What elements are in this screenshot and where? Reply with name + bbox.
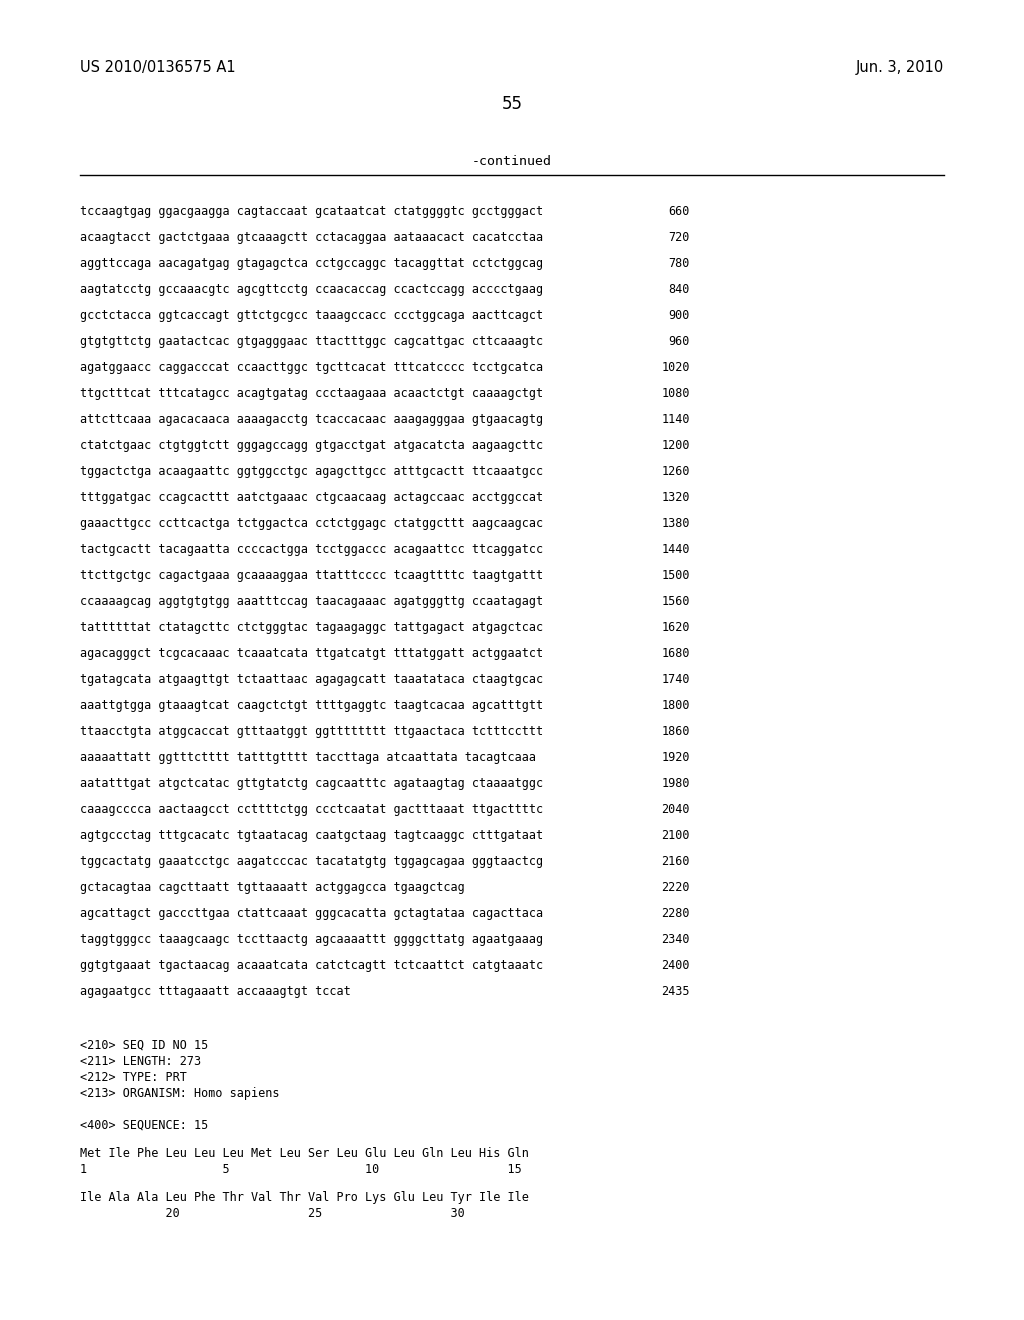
Text: aggttccaga aacagatgag gtagagctca cctgccaggc tacaggttat cctctggcag: aggttccaga aacagatgag gtagagctca cctgcca…: [80, 257, 543, 271]
Text: 1800: 1800: [662, 700, 690, 711]
Text: 900: 900: [669, 309, 690, 322]
Text: ttgctttcat tttcatagcc acagtgatag ccctaagaaa acaactctgt caaaagctgt: ttgctttcat tttcatagcc acagtgatag ccctaag…: [80, 387, 543, 400]
Text: 780: 780: [669, 257, 690, 271]
Text: tgatagcata atgaagttgt tctaattaac agagagcatt taaatataca ctaagtgcac: tgatagcata atgaagttgt tctaattaac agagagc…: [80, 673, 543, 686]
Text: aagtatcctg gccaaacgtc agcgttcctg ccaacaccag ccactccagg acccctgaag: aagtatcctg gccaaacgtc agcgttcctg ccaacac…: [80, 282, 543, 296]
Text: 1                   5                   10                  15: 1 5 10 15: [80, 1163, 522, 1176]
Text: aatatttgat atgctcatac gttgtatctg cagcaatttc agataagtag ctaaaatggc: aatatttgat atgctcatac gttgtatctg cagcaat…: [80, 777, 543, 789]
Text: 720: 720: [669, 231, 690, 244]
Text: 660: 660: [669, 205, 690, 218]
Text: agacagggct tcgcacaaac tcaaatcata ttgatcatgt tttatggatt actggaatct: agacagggct tcgcacaaac tcaaatcata ttgatca…: [80, 647, 543, 660]
Text: attcttcaaa agacacaaca aaaagacctg tcaccacaac aaagagggaa gtgaacagtg: attcttcaaa agacacaaca aaaagacctg tcaccac…: [80, 413, 543, 426]
Text: <212> TYPE: PRT: <212> TYPE: PRT: [80, 1071, 186, 1084]
Text: 1260: 1260: [662, 465, 690, 478]
Text: agcattagct gacccttgaa ctattcaaat gggcacatta gctagtataa cagacttaca: agcattagct gacccttgaa ctattcaaat gggcaca…: [80, 907, 543, 920]
Text: 1200: 1200: [662, 440, 690, 451]
Text: ccaaaagcag aggtgtgtgg aaatttccag taacagaaac agatgggttg ccaatagagt: ccaaaagcag aggtgtgtgg aaatttccag taacaga…: [80, 595, 543, 609]
Text: agagaatgcc tttagaaatt accaaagtgt tccat: agagaatgcc tttagaaatt accaaagtgt tccat: [80, 985, 351, 998]
Text: 1320: 1320: [662, 491, 690, 504]
Text: Jun. 3, 2010: Jun. 3, 2010: [856, 59, 944, 75]
Text: agtgccctag tttgcacatc tgtaatacag caatgctaag tagtcaaggc ctttgataat: agtgccctag tttgcacatc tgtaatacag caatgct…: [80, 829, 543, 842]
Text: 1740: 1740: [662, 673, 690, 686]
Text: 1680: 1680: [662, 647, 690, 660]
Text: caaagcccca aactaagcct ccttttctgg ccctcaatat gactttaaat ttgacttttc: caaagcccca aactaagcct ccttttctgg ccctcaa…: [80, 803, 543, 816]
Text: gcctctacca ggtcaccagt gttctgcgcc taaagccacc ccctggcaga aacttcagct: gcctctacca ggtcaccagt gttctgcgcc taaagcc…: [80, 309, 543, 322]
Text: tggactctga acaagaattc ggtggcctgc agagcttgcc atttgcactt ttcaaatgcc: tggactctga acaagaattc ggtggcctgc agagctt…: [80, 465, 543, 478]
Text: tattttttat ctatagcttc ctctgggtac tagaagaggc tattgagact atgagctcac: tattttttat ctatagcttc ctctgggtac tagaaga…: [80, 620, 543, 634]
Text: Ile Ala Ala Leu Phe Thr Val Thr Val Pro Lys Glu Leu Tyr Ile Ile: Ile Ala Ala Leu Phe Thr Val Thr Val Pro …: [80, 1191, 528, 1204]
Text: 1140: 1140: [662, 413, 690, 426]
Text: taggtgggcc taaagcaagc tccttaactg agcaaaattt ggggcttatg agaatgaaag: taggtgggcc taaagcaagc tccttaactg agcaaaa…: [80, 933, 543, 946]
Text: 1440: 1440: [662, 543, 690, 556]
Text: ctatctgaac ctgtggtctt gggagccagg gtgacctgat atgacatcta aagaagcttc: ctatctgaac ctgtggtctt gggagccagg gtgacct…: [80, 440, 543, 451]
Text: ttaacctgta atggcaccat gtttaatggt ggtttttttt ttgaactaca tctttccttt: ttaacctgta atggcaccat gtttaatggt ggttttt…: [80, 725, 543, 738]
Text: 2280: 2280: [662, 907, 690, 920]
Text: 1080: 1080: [662, 387, 690, 400]
Text: gctacagtaa cagcttaatt tgttaaaatt actggagcca tgaagctcag: gctacagtaa cagcttaatt tgttaaaatt actggag…: [80, 880, 465, 894]
Text: acaagtacct gactctgaaa gtcaaagctt cctacaggaa aataaacact cacatcctaa: acaagtacct gactctgaaa gtcaaagctt cctacag…: [80, 231, 543, 244]
Text: 2160: 2160: [662, 855, 690, 869]
Text: Met Ile Phe Leu Leu Leu Met Leu Ser Leu Glu Leu Gln Leu His Gln: Met Ile Phe Leu Leu Leu Met Leu Ser Leu …: [80, 1147, 528, 1160]
Text: aaaaattatt ggtttctttt tatttgtttt taccttaga atcaattata tacagtcaaa: aaaaattatt ggtttctttt tatttgtttt tacctta…: [80, 751, 536, 764]
Text: gaaacttgcc ccttcactga tctggactca cctctggagc ctatggcttt aagcaagcac: gaaacttgcc ccttcactga tctggactca cctctgg…: [80, 517, 543, 531]
Text: 1620: 1620: [662, 620, 690, 634]
Text: 20                  25                  30: 20 25 30: [80, 1206, 465, 1220]
Text: aaattgtgga gtaaagtcat caagctctgt ttttgaggtc taagtcacaa agcatttgtt: aaattgtgga gtaaagtcat caagctctgt ttttgag…: [80, 700, 543, 711]
Text: 55: 55: [502, 95, 522, 114]
Text: 2040: 2040: [662, 803, 690, 816]
Text: tccaagtgag ggacgaagga cagtaccaat gcataatcat ctatggggtc gcctgggact: tccaagtgag ggacgaagga cagtaccaat gcataat…: [80, 205, 543, 218]
Text: 2340: 2340: [662, 933, 690, 946]
Text: tactgcactt tacagaatta ccccactgga tcctggaccc acagaattcc ttcaggatcc: tactgcactt tacagaatta ccccactgga tcctgga…: [80, 543, 543, 556]
Text: 1860: 1860: [662, 725, 690, 738]
Text: 1500: 1500: [662, 569, 690, 582]
Text: 2220: 2220: [662, 880, 690, 894]
Text: 1020: 1020: [662, 360, 690, 374]
Text: 1560: 1560: [662, 595, 690, 609]
Text: gtgtgttctg gaatactcac gtgagggaac ttactttggc cagcattgac cttcaaagtc: gtgtgttctg gaatactcac gtgagggaac ttacttt…: [80, 335, 543, 348]
Text: tttggatgac ccagcacttt aatctgaaac ctgcaacaag actagccaac acctggccat: tttggatgac ccagcacttt aatctgaaac ctgcaac…: [80, 491, 543, 504]
Text: <400> SEQUENCE: 15: <400> SEQUENCE: 15: [80, 1119, 208, 1133]
Text: <213> ORGANISM: Homo sapiens: <213> ORGANISM: Homo sapiens: [80, 1086, 280, 1100]
Text: 2435: 2435: [662, 985, 690, 998]
Text: 1980: 1980: [662, 777, 690, 789]
Text: agatggaacc caggacccat ccaacttggc tgcttcacat tttcatcccc tcctgcatca: agatggaacc caggacccat ccaacttggc tgcttca…: [80, 360, 543, 374]
Text: <210> SEQ ID NO 15: <210> SEQ ID NO 15: [80, 1039, 208, 1052]
Text: 1380: 1380: [662, 517, 690, 531]
Text: 960: 960: [669, 335, 690, 348]
Text: <211> LENGTH: 273: <211> LENGTH: 273: [80, 1055, 201, 1068]
Text: -continued: -continued: [472, 154, 552, 168]
Text: 840: 840: [669, 282, 690, 296]
Text: 2400: 2400: [662, 960, 690, 972]
Text: ggtgtgaaat tgactaacag acaaatcata catctcagtt tctcaattct catgtaaatc: ggtgtgaaat tgactaacag acaaatcata catctca…: [80, 960, 543, 972]
Text: 2100: 2100: [662, 829, 690, 842]
Text: US 2010/0136575 A1: US 2010/0136575 A1: [80, 59, 236, 75]
Text: 1920: 1920: [662, 751, 690, 764]
Text: ttcttgctgc cagactgaaa gcaaaaggaa ttatttcccc tcaagttttc taagtgattt: ttcttgctgc cagactgaaa gcaaaaggaa ttatttc…: [80, 569, 543, 582]
Text: tggcactatg gaaatcctgc aagatcccac tacatatgtg tggagcagaa gggtaactcg: tggcactatg gaaatcctgc aagatcccac tacatat…: [80, 855, 543, 869]
